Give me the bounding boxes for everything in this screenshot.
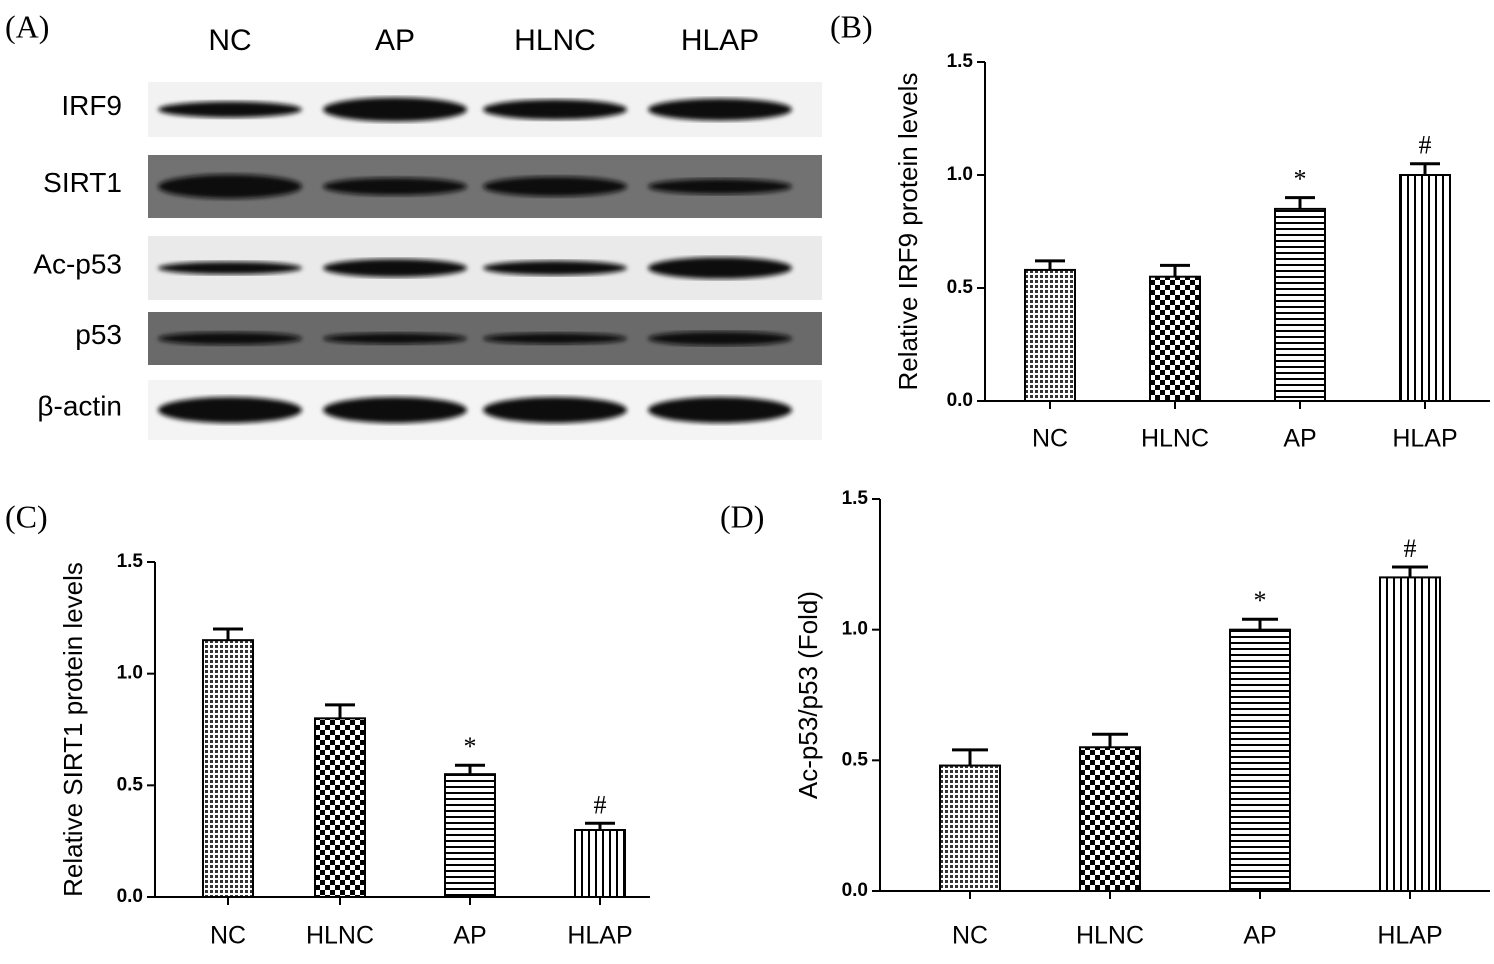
x-tick-label: HLNC xyxy=(1141,425,1209,453)
blot-band xyxy=(323,397,467,423)
y-tick-label: 1.0 xyxy=(117,663,143,684)
x-tick-label: NC xyxy=(1032,425,1068,453)
blot-band xyxy=(483,397,627,423)
lane-label: HLAP xyxy=(681,24,759,57)
x-tick-label: HLAP xyxy=(1377,922,1442,950)
bar xyxy=(1379,576,1441,893)
row-label: Ac-p53 xyxy=(33,248,122,279)
x-tick-label: HLNC xyxy=(1076,922,1144,950)
y-tick-label: 1.5 xyxy=(117,551,144,572)
blot-band xyxy=(323,177,467,196)
y-tick-label: 0.5 xyxy=(117,774,144,795)
lane-label: HLNC xyxy=(514,24,596,57)
row-label: β-actin xyxy=(37,390,122,421)
panel-label: (D) xyxy=(720,498,764,534)
x-tick-label: HLAP xyxy=(567,922,632,950)
blot-band xyxy=(158,174,302,199)
bar xyxy=(1399,174,1451,402)
bar xyxy=(1229,628,1291,893)
annotation: # xyxy=(594,790,607,819)
y-tick-label: 1.5 xyxy=(842,488,869,509)
x-tick-label: AP xyxy=(1283,425,1316,453)
lane-label: NC xyxy=(208,24,251,57)
blot-band xyxy=(483,99,627,120)
y-tick-label: 0.5 xyxy=(947,277,974,298)
blot-band xyxy=(483,332,627,345)
blot-band xyxy=(483,260,627,276)
y-axis-title: Relative IRF9 protein levels xyxy=(893,73,923,391)
row-label: SIRT1 xyxy=(43,167,122,198)
y-tick-label: 0.0 xyxy=(947,390,973,411)
blot-band xyxy=(648,331,792,346)
blot-band xyxy=(158,397,302,423)
blot-band xyxy=(323,97,467,122)
blot-band xyxy=(648,257,792,279)
y-tick-label: 0.0 xyxy=(842,880,868,901)
x-tick-label: NC xyxy=(210,922,246,950)
y-tick-label: 1.0 xyxy=(842,619,868,640)
x-tick-label: HLNC xyxy=(306,922,374,950)
y-tick-label: 0.5 xyxy=(842,749,869,770)
blot-band xyxy=(158,261,302,275)
bar xyxy=(444,773,496,899)
annotation: * xyxy=(1294,165,1307,194)
bar xyxy=(1274,207,1326,402)
lane-label: AP xyxy=(375,24,415,57)
blot-band xyxy=(483,176,627,197)
x-tick-label: AP xyxy=(453,922,486,950)
annotation: # xyxy=(1404,534,1417,563)
blot-band xyxy=(158,332,302,345)
row-label: IRF9 xyxy=(61,90,122,121)
bar xyxy=(574,829,626,898)
bar xyxy=(314,717,366,898)
y-tick-label: 0.0 xyxy=(117,886,143,907)
blot-band xyxy=(323,259,467,277)
y-axis-title: Relative SIRT1 protein levels xyxy=(58,562,88,897)
row-label: p53 xyxy=(75,319,122,350)
panel-label: (C) xyxy=(5,498,48,534)
annotation: * xyxy=(1254,586,1267,615)
bar xyxy=(1024,268,1076,403)
blot-band xyxy=(158,101,302,118)
blot-band xyxy=(648,178,792,195)
x-tick-label: NC xyxy=(952,922,988,950)
bar xyxy=(1149,275,1201,403)
panel-label: (B) xyxy=(830,8,873,44)
y-tick-label: 1.5 xyxy=(947,51,974,72)
y-axis-title: Ac-p53/p53 (Fold) xyxy=(793,591,823,799)
x-tick-label: HLAP xyxy=(1392,425,1457,453)
blot-band xyxy=(648,397,792,423)
y-tick-label: 1.0 xyxy=(947,164,973,185)
annotation: * xyxy=(464,732,477,761)
blot-band xyxy=(648,98,792,121)
blot-band xyxy=(323,332,467,345)
bar xyxy=(1079,746,1141,892)
annotation: # xyxy=(1419,131,1432,160)
bar xyxy=(202,639,254,899)
panel-label: (A) xyxy=(5,8,49,44)
x-tick-label: AP xyxy=(1243,922,1276,950)
bar xyxy=(939,764,1001,892)
